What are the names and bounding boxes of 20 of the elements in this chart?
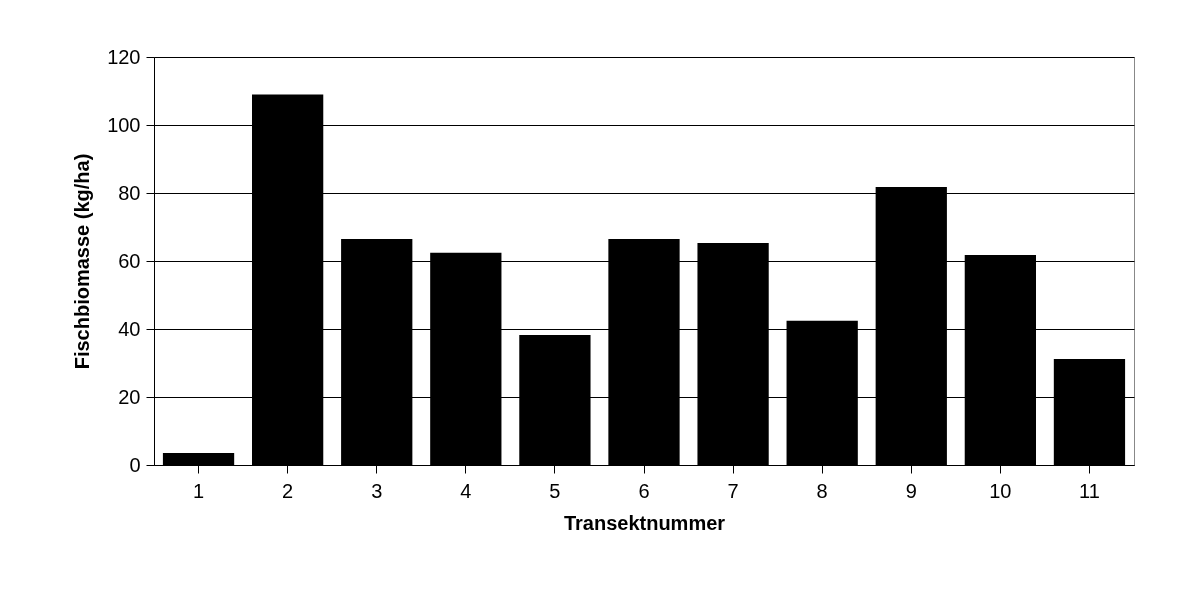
y-tick-label: 100 xyxy=(107,113,141,136)
x-tick-label: 8 xyxy=(816,479,828,502)
x-tick-label: 5 xyxy=(549,479,561,502)
x-tick-label: 4 xyxy=(460,479,472,502)
x-tick-label: 10 xyxy=(989,479,1012,502)
x-tick-label: 2 xyxy=(282,479,294,502)
y-tick-label: 40 xyxy=(118,317,141,340)
x-axis-title: Transektnummer xyxy=(563,511,726,534)
y-tick-label: 0 xyxy=(129,453,141,476)
x-tick-label: 9 xyxy=(905,479,917,502)
x-tick-label: 3 xyxy=(371,479,383,502)
x-tick-label: 1 xyxy=(192,479,205,502)
y-tick-label: 20 xyxy=(118,385,141,408)
y-tick-label: 120 xyxy=(107,45,141,68)
y-tick-label: 60 xyxy=(118,249,141,272)
y-tick-label: 80 xyxy=(118,181,141,204)
x-tick-label: 7 xyxy=(727,479,739,502)
y-axis-title: Fischbiomasse (kg/ha) xyxy=(71,153,94,370)
x-tick-label: 6 xyxy=(638,479,650,502)
x-tick-label: 11 xyxy=(1079,479,1100,502)
